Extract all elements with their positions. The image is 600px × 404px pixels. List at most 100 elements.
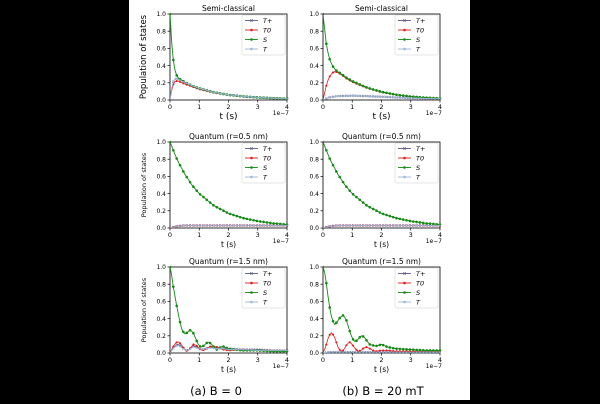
x-axis-label: t (s): [221, 240, 236, 249]
data-point-T: [176, 225, 178, 227]
data-point-S: [382, 213, 385, 216]
data-point-T: [276, 97, 278, 99]
data-point-T: [412, 351, 414, 353]
data-point-T: [246, 96, 248, 98]
data-point-T: [372, 96, 374, 98]
data-point-S: [175, 305, 178, 308]
data-point-T: [219, 348, 221, 350]
data-point-S: [365, 204, 368, 207]
y-tick-label: 1.0: [309, 264, 319, 271]
data-point-T: [382, 225, 384, 227]
data-point-T: [402, 225, 404, 227]
x-tick-label: 0: [168, 356, 172, 364]
data-point-S: [358, 198, 361, 201]
x-tick-label: 0: [168, 103, 172, 111]
data-point-T0: [325, 344, 327, 346]
data-point-T: [286, 225, 288, 227]
data-point-T: [389, 225, 391, 227]
legend-label-T0: T0: [263, 26, 271, 34]
chart-title: Quantum (r=0.5 nm): [189, 132, 268, 141]
data-point-T: [233, 349, 235, 351]
data-point-T0: [332, 72, 334, 74]
data-point-S: [325, 149, 328, 152]
data-point-S: [249, 218, 252, 221]
data-point-T: [406, 225, 408, 227]
data-point-T: [386, 351, 388, 353]
data-point-S: [395, 347, 398, 350]
y-axis-label: Population of states: [139, 14, 149, 99]
y-tick-label: 0.4: [309, 316, 319, 323]
data-point-T: [326, 98, 328, 100]
data-point-T: [286, 98, 288, 100]
data-point-T: [386, 225, 388, 227]
data-point-S: [415, 349, 418, 352]
data-point-T: [416, 225, 418, 227]
data-point-T0: [176, 341, 178, 343]
data-point-S: [172, 285, 175, 288]
data-point-T: [399, 225, 401, 227]
chart-panel-4: Quantum (r=0.5 nm) 0 1 2 3 4 0.0 0.2 0.4 0.6 0.8 1.…: [309, 132, 442, 249]
data-point-T: [226, 349, 228, 351]
data-point-T: [233, 95, 235, 97]
data-point-T: [209, 347, 211, 349]
data-point-T: [216, 348, 218, 350]
data-point-S: [419, 349, 422, 352]
data-point-S: [269, 222, 272, 225]
y-tick-label: 0.6: [156, 299, 166, 306]
data-point-T: [179, 346, 181, 348]
data-point-S: [199, 193, 202, 196]
legend-marker-S: [403, 291, 406, 294]
y-tick-label: 0.8: [309, 156, 319, 163]
data-point-T: [209, 90, 211, 92]
data-point-T: [189, 84, 191, 86]
data-point-S: [332, 320, 335, 323]
data-point-S: [182, 170, 185, 173]
data-point-S: [352, 80, 355, 83]
data-point-S: [175, 74, 178, 77]
data-point-T: [439, 225, 441, 227]
data-point-T: [349, 225, 351, 227]
data-point-S: [348, 78, 351, 81]
data-point-T: [266, 225, 268, 227]
data-point-S: [399, 348, 402, 351]
data-point-S: [209, 342, 212, 345]
data-point-T: [439, 98, 441, 100]
data-point-T: [203, 348, 205, 350]
data-point-S: [199, 345, 202, 348]
y-tick-label: 0.4: [156, 316, 166, 323]
legend-marker-T0: [403, 157, 406, 160]
data-point-S: [379, 90, 382, 93]
data-point-T: [412, 225, 414, 227]
data-point-T: [369, 225, 371, 227]
data-point-T: [229, 94, 231, 96]
data-point-T: [376, 225, 378, 227]
data-point-T0: [342, 349, 344, 351]
data-point-T: [396, 97, 398, 99]
data-point-S: [402, 218, 405, 221]
data-point-T: [183, 81, 185, 83]
data-point-T: [342, 95, 344, 97]
data-point-T: [213, 225, 215, 227]
data-point-T: [399, 97, 401, 99]
data-point-S: [185, 176, 188, 179]
data-point-T: [372, 225, 374, 227]
data-point-T: [189, 348, 191, 350]
data-point-S: [202, 196, 205, 199]
data-point-S: [358, 336, 361, 339]
data-point-S: [182, 331, 185, 334]
data-point-T: [389, 96, 391, 98]
data-point-T: [326, 226, 328, 228]
y-tick-label: 1.0: [309, 139, 319, 146]
data-point-T0: [192, 343, 194, 345]
figure-svg: (a) B = 0 (b) B = 20 mT Semi-classical0 1…: [129, 0, 470, 400]
data-point-S: [328, 58, 331, 61]
legend-marker-T: [403, 48, 406, 51]
legend-label-S: S: [416, 36, 420, 44]
legend-marker-T: [250, 301, 253, 304]
data-point-T: [193, 85, 195, 87]
data-point-T: [379, 96, 381, 98]
data-point-T: [379, 351, 381, 353]
data-point-T: [273, 350, 275, 352]
y-tick-label: 0.6: [156, 46, 166, 53]
data-point-S: [369, 343, 372, 346]
